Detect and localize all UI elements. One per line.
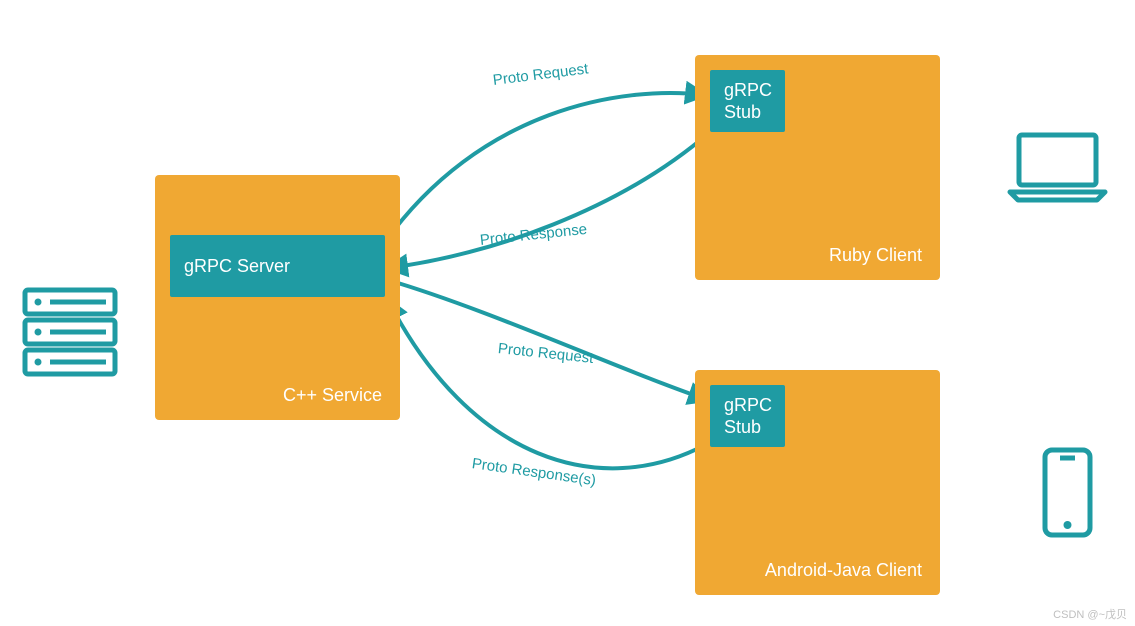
phone-icon: [1040, 445, 1095, 540]
cpp-service-box: C++ Service: [155, 175, 400, 420]
cpp-service-label: C++ Service: [283, 385, 382, 406]
android-client-label: Android-Java Client: [765, 560, 922, 581]
arrow-label-1: Proto Response: [479, 221, 588, 249]
watermark: CSDN @~戊贝: [1053, 606, 1127, 622]
ruby-grpc-stub-box: gRPC Stub: [710, 70, 785, 132]
arrow-1: [388, 132, 710, 268]
arrow-label-2: Proto Request: [497, 340, 594, 367]
arrow-0: [385, 93, 705, 242]
ruby-client-label: Ruby Client: [829, 245, 922, 266]
grpc-server-box: gRPC Server: [170, 235, 385, 297]
android-grpc-stub-label: gRPC Stub: [724, 394, 772, 439]
ruby-grpc-stub-label: gRPC Stub: [724, 79, 772, 124]
android-grpc-stub-box: gRPC Stub: [710, 385, 785, 447]
laptop-icon: [1005, 130, 1110, 205]
arrow-label-0: Proto Request: [492, 60, 589, 89]
arrow-3: [388, 300, 705, 468]
arrow-2: [388, 280, 708, 400]
arrow-label-3: Proto Response(s): [471, 455, 597, 489]
server-icon: [20, 285, 120, 380]
grpc-server-label: gRPC Server: [184, 255, 290, 278]
